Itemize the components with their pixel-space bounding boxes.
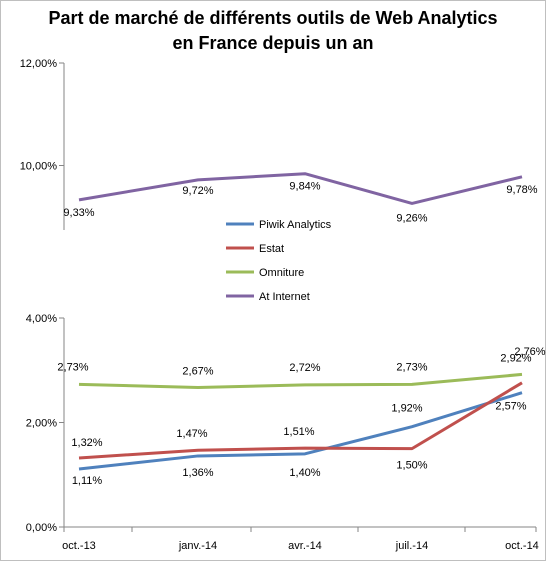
- x-tick-label: janv.-14: [178, 540, 217, 552]
- data-label: 1,51%: [283, 426, 314, 438]
- y-tick-label-bottom: 2,00%: [26, 418, 57, 430]
- data-label: 9,33%: [63, 207, 94, 219]
- y-tick-label-bottom: 0,00%: [26, 522, 57, 534]
- legend-label: Piwik Analytics: [259, 219, 332, 231]
- series-line-at-internet: [78, 172, 523, 205]
- data-label: 1,47%: [176, 428, 207, 440]
- chart-title-line-2: en France depuis un an: [172, 33, 374, 53]
- data-label: 1,50%: [396, 460, 427, 472]
- data-label: 2,67%: [182, 365, 213, 377]
- data-label: 1,11%: [72, 475, 103, 487]
- chart-title-line-1: Part de marché de différents outils de W…: [48, 8, 498, 28]
- data-label: 2,72%: [289, 362, 320, 374]
- x-tick-label: oct.-13: [62, 540, 96, 552]
- series-line-piwik-analytics: [78, 391, 523, 471]
- data-label: 1,40%: [289, 467, 320, 479]
- data-label: 9,72%: [182, 185, 213, 197]
- legend-label: Estat: [259, 243, 284, 255]
- data-label: 1,32%: [71, 437, 102, 449]
- series-line-estat: [78, 381, 523, 460]
- legend-label: At Internet: [259, 291, 310, 303]
- data-label: 2,73%: [57, 361, 88, 373]
- x-tick-label: oct.-14: [505, 540, 539, 552]
- data-label: 1,36%: [182, 467, 213, 479]
- y-tick-label-bottom: 4,00%: [26, 313, 57, 325]
- data-label: 9,26%: [396, 212, 427, 224]
- y-tick-label-top: 10,00%: [20, 161, 58, 173]
- data-label: 1,92%: [391, 403, 422, 415]
- data-label: 9,78%: [506, 184, 537, 196]
- data-label: 2,92%: [500, 352, 531, 364]
- legend-label: Omniture: [259, 267, 304, 279]
- data-label: 9,84%: [289, 181, 320, 193]
- series-line-omniture: [78, 372, 523, 389]
- y-tick-label-top: 12,00%: [20, 58, 58, 70]
- data-label: 2,57%: [495, 401, 526, 413]
- data-label: 2,76%: [514, 346, 545, 358]
- data-label: 2,73%: [396, 361, 427, 373]
- x-tick-label: juil.-14: [395, 540, 428, 552]
- x-tick-label: avr.-14: [288, 540, 322, 552]
